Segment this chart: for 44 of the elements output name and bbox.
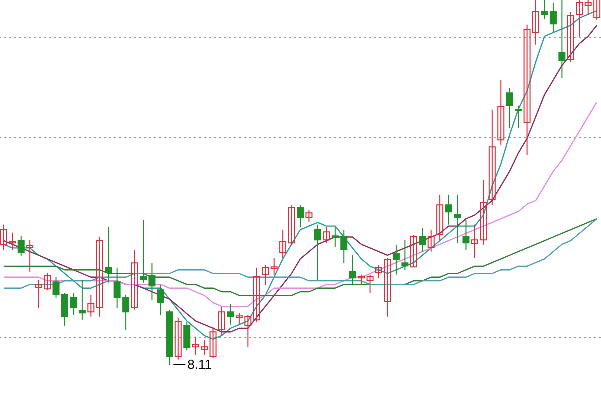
candlestick bbox=[18, 236, 25, 256]
candlestick bbox=[488, 109, 496, 206]
candlestick bbox=[218, 306, 226, 336]
candlestick bbox=[454, 194, 462, 244]
candlestick bbox=[498, 79, 505, 146]
candlestick bbox=[174, 317, 182, 360]
candlestick bbox=[515, 105, 522, 129]
candlestick bbox=[157, 284, 164, 316]
candlestick bbox=[550, 2, 557, 33]
candlestick bbox=[410, 234, 418, 268]
candlestick bbox=[96, 236, 104, 318]
candlestick bbox=[253, 267, 260, 322]
candlestick bbox=[419, 228, 426, 252]
candlestick bbox=[402, 240, 409, 271]
candlestick bbox=[541, 0, 548, 20]
candlestick bbox=[567, 12, 574, 63]
candlestick bbox=[280, 229, 287, 259]
candlestick bbox=[576, 0, 584, 38]
candlestick bbox=[323, 226, 330, 244]
candlestick bbox=[78, 279, 86, 321]
candlestick bbox=[558, 0, 566, 79]
candlestick bbox=[462, 220, 470, 251]
candlestick bbox=[314, 224, 322, 280]
candlestick bbox=[288, 204, 296, 246]
candlestick bbox=[270, 258, 278, 276]
candlestick bbox=[349, 254, 356, 286]
candlestick bbox=[366, 274, 374, 294]
candlestick bbox=[262, 264, 270, 286]
candlestick bbox=[26, 240, 34, 272]
candlestick bbox=[358, 274, 366, 286]
candlestick bbox=[428, 229, 435, 252]
candlestick bbox=[88, 294, 95, 318]
candlestick bbox=[131, 250, 138, 310]
annotation: 8.11 bbox=[188, 357, 212, 372]
candlestick bbox=[105, 226, 112, 284]
candlestick bbox=[506, 87, 514, 129]
candlestick bbox=[297, 204, 304, 228]
candlestick bbox=[445, 194, 452, 226]
candlestick bbox=[436, 194, 444, 241]
candlestick bbox=[306, 209, 313, 222]
candlestick bbox=[184, 321, 191, 351]
candlestick bbox=[210, 326, 217, 359]
candlestick bbox=[227, 304, 234, 326]
candlestick bbox=[392, 244, 400, 276]
